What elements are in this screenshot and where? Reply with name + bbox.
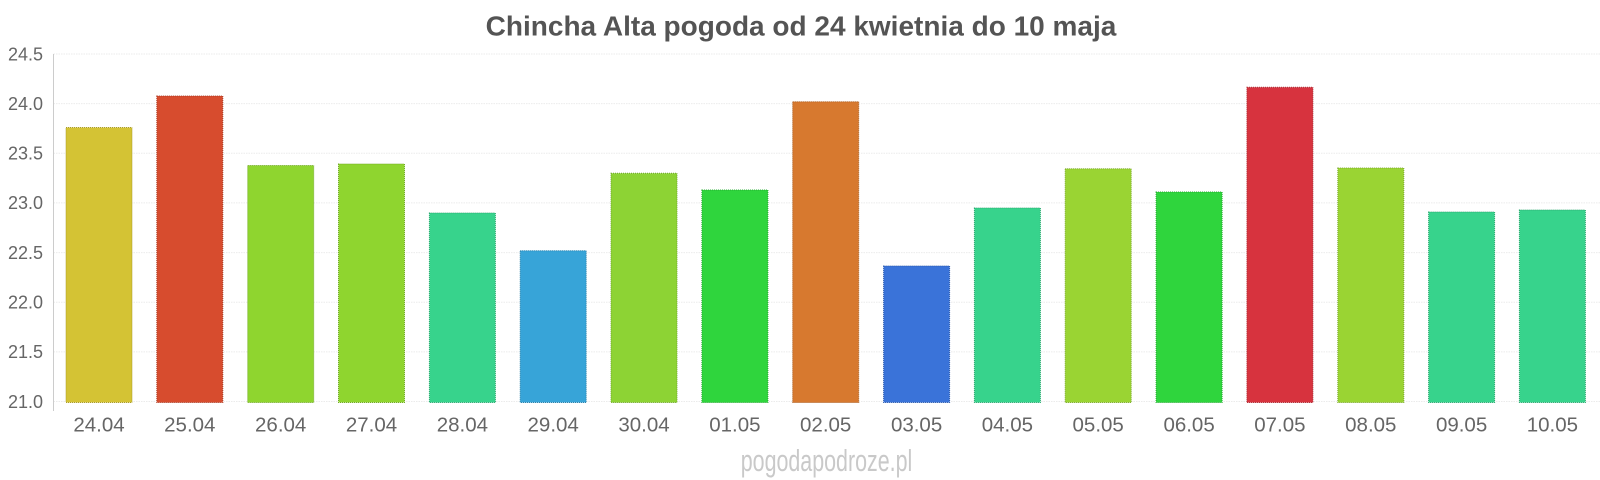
svg-text:10.05: 10.05: [1527, 414, 1578, 437]
svg-text:24.5: 24.5: [8, 44, 43, 64]
svg-text:25.04: 25.04: [164, 414, 215, 437]
svg-text:24.0: 24.0: [8, 94, 43, 114]
svg-text:24.04: 24.04: [73, 414, 124, 437]
svg-text:21.5: 21.5: [8, 342, 43, 362]
svg-text:Chincha Alta pogoda od 24 kwie: Chincha Alta pogoda od 24 kwietnia do 10…: [486, 11, 1117, 42]
svg-text:29.04: 29.04: [528, 414, 579, 437]
svg-text:27.04: 27.04: [346, 414, 397, 437]
svg-text:23.0: 23.0: [8, 193, 43, 213]
svg-text:07.05: 07.05: [1254, 414, 1305, 437]
svg-text:22.0: 22.0: [8, 293, 43, 313]
svg-text:09.05: 09.05: [1436, 414, 1487, 437]
svg-text:22.5: 22.5: [8, 243, 43, 263]
svg-text:04.05: 04.05: [982, 414, 1033, 437]
svg-text:30.04: 30.04: [618, 414, 669, 437]
svg-text:26.04: 26.04: [255, 414, 306, 437]
svg-text:23.5: 23.5: [8, 144, 43, 164]
svg-text:05.05: 05.05: [1073, 414, 1124, 437]
svg-text:02.05: 02.05: [800, 414, 851, 437]
svg-text:21.0: 21.0: [8, 392, 43, 412]
svg-text:03.05: 03.05: [891, 414, 942, 437]
svg-text:08.05: 08.05: [1345, 414, 1396, 437]
svg-text:28.04: 28.04: [437, 414, 488, 437]
svg-text:pogodapodroze.pl: pogodapodroze.pl: [741, 443, 913, 478]
svg-text:06.05: 06.05: [1163, 414, 1214, 437]
svg-text:01.05: 01.05: [709, 414, 760, 437]
